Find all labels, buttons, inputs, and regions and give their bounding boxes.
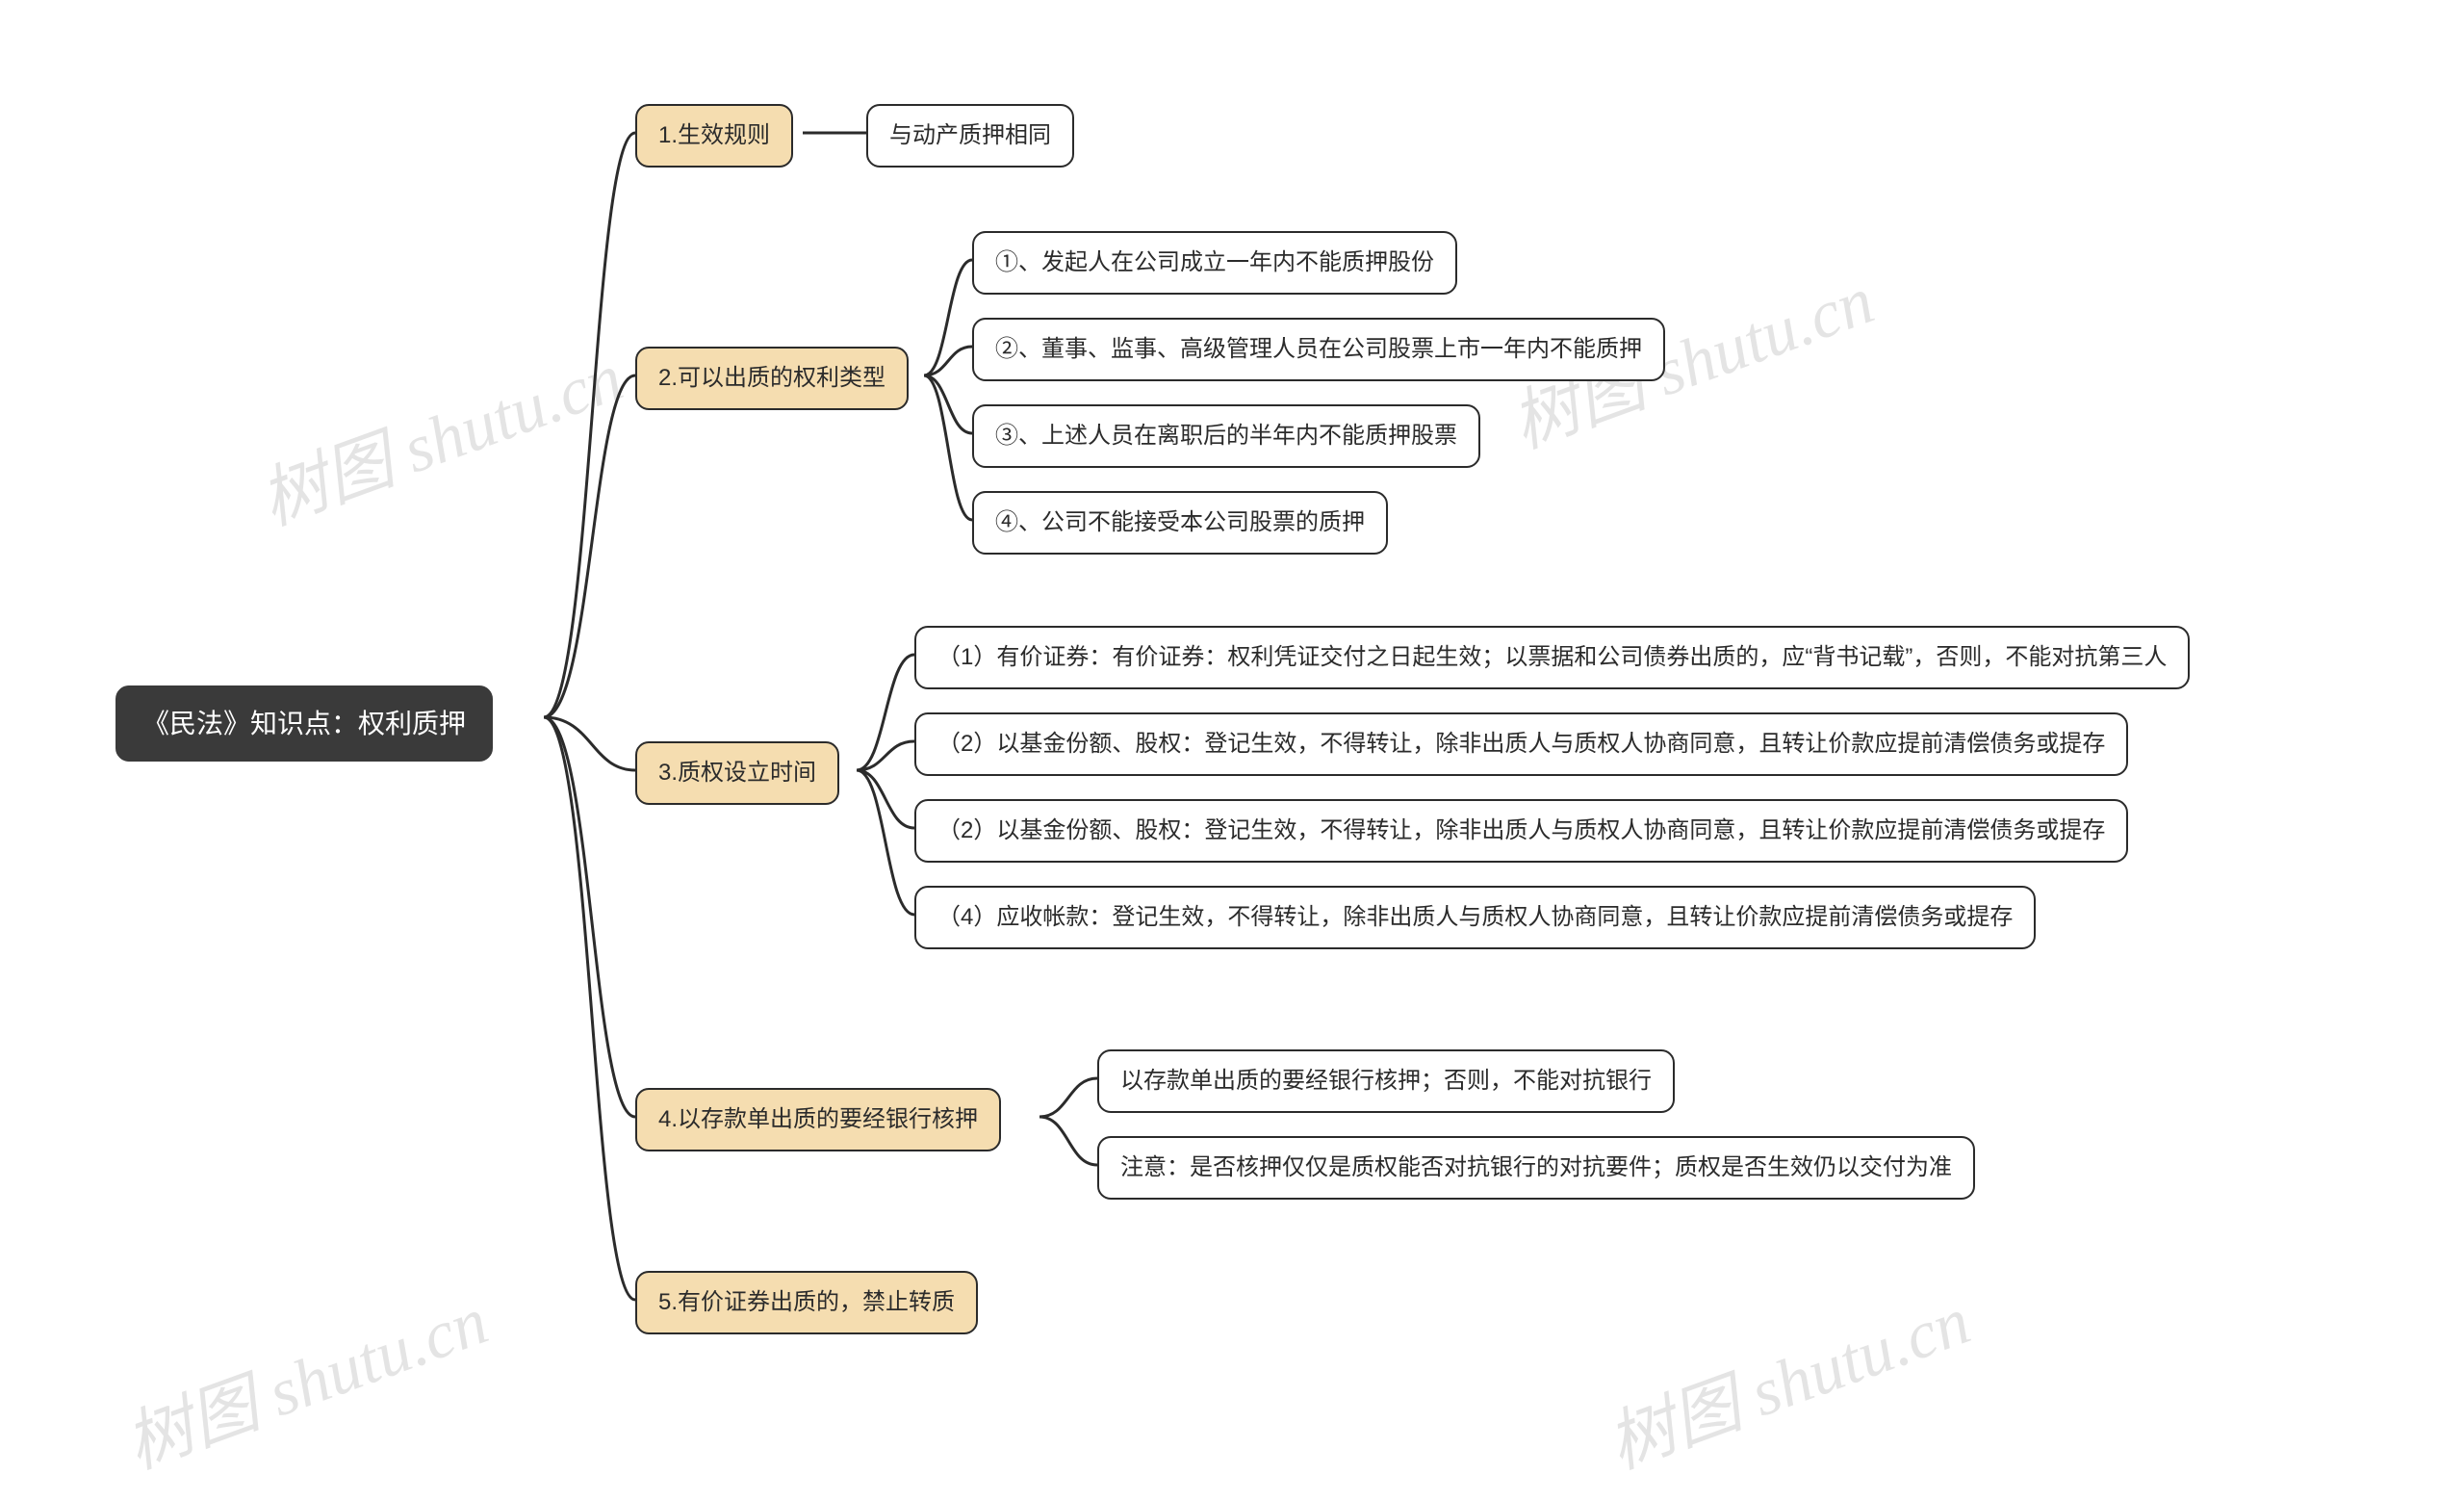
- branch-label: 4.以存款单出质的要经银行核押: [658, 1103, 978, 1136]
- leaf-label: （1）有价证券：有价证券：权利凭证交付之日起生效；以票据和公司债券出质的，应“背…: [937, 641, 2167, 674]
- leaf-label: 以存款单出质的要经银行核押；否则，不能对抗银行: [1120, 1065, 1652, 1098]
- leaf-label: ④、公司不能接受本公司股票的质押: [995, 506, 1365, 539]
- branch-node-1: 1.生效规则: [635, 104, 793, 168]
- leaf-node: （2）以基金份额、股权：登记生效，不得转让，除非出质人与质权人协商同意，且转让价…: [914, 799, 2128, 863]
- branch-node-2: 2.可以出质的权利类型: [635, 347, 909, 410]
- leaf-node: 注意：是否核押仅仅是质权能否对抗银行的对抗要件；质权是否生效仍以交付为准: [1097, 1136, 1975, 1200]
- watermark: 树图 shutu.cn: [111, 1267, 500, 1487]
- leaf-node: ②、董事、监事、高级管理人员在公司股票上市一年内不能质押: [972, 318, 1665, 381]
- leaf-node: ④、公司不能接受本公司股票的质押: [972, 491, 1388, 555]
- leaf-label: （2）以基金份额、股权：登记生效，不得转让，除非出质人与质权人协商同意，且转让价…: [937, 815, 2105, 847]
- leaf-node: （4）应收帐款：登记生效，不得转让，除非出质人与质权人协商同意，且转让价款应提前…: [914, 886, 2036, 949]
- leaf-label: ③、上述人员在离职后的半年内不能质押股票: [995, 420, 1457, 453]
- branch-label: 3.质权设立时间: [658, 757, 816, 789]
- leaf-label: ①、发起人在公司成立一年内不能质押股份: [995, 246, 1434, 279]
- branch-node-5: 5.有价证券出质的，禁止转质: [635, 1271, 978, 1334]
- leaf-label: 与动产质押相同: [889, 119, 1051, 152]
- watermark: 树图 shutu.cn: [245, 323, 634, 544]
- leaf-node: （1）有价证券：有价证券：权利凭证交付之日起生效；以票据和公司债券出质的，应“背…: [914, 626, 2190, 689]
- branch-node-3: 3.质权设立时间: [635, 741, 839, 805]
- branch-label: 5.有价证券出质的，禁止转质: [658, 1286, 955, 1319]
- leaf-label: （2）以基金份额、股权：登记生效，不得转让，除非出质人与质权人协商同意，且转让价…: [937, 728, 2105, 761]
- leaf-label: ②、董事、监事、高级管理人员在公司股票上市一年内不能质押: [995, 333, 1642, 366]
- leaf-node: ③、上述人员在离职后的半年内不能质押股票: [972, 404, 1480, 468]
- watermark: 树图 shutu.cn: [1593, 1267, 1982, 1487]
- branch-label: 2.可以出质的权利类型: [658, 362, 886, 395]
- leaf-node: （2）以基金份额、股权：登记生效，不得转让，除非出质人与质权人协商同意，且转让价…: [914, 712, 2128, 776]
- leaf-label: （4）应收帐款：登记生效，不得转让，除非出质人与质权人协商同意，且转让价款应提前…: [937, 901, 2013, 934]
- branch-label: 1.生效规则: [658, 119, 770, 152]
- leaf-node: ①、发起人在公司成立一年内不能质押股份: [972, 231, 1457, 295]
- leaf-label: 注意：是否核押仅仅是质权能否对抗银行的对抗要件；质权是否生效仍以交付为准: [1120, 1151, 1952, 1184]
- leaf-node: 与动产质押相同: [866, 104, 1074, 168]
- root-label: 《民法》知识点：权利质押: [142, 705, 466, 742]
- root-node: 《民法》知识点：权利质押: [116, 685, 493, 762]
- leaf-node: 以存款单出质的要经银行核押；否则，不能对抗银行: [1097, 1049, 1675, 1113]
- branch-node-4: 4.以存款单出质的要经银行核押: [635, 1088, 1001, 1151]
